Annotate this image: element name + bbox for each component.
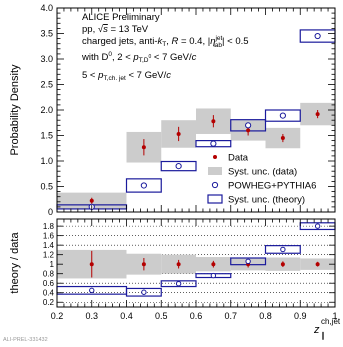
distribution-axes: 0 0.5 1.0 1.5 2.0 2.5 3.0 3.5 4.0 xyxy=(40,3,336,217)
theory-point xyxy=(245,122,252,129)
legend-item-theory: POWHEG+PYTHIA6 xyxy=(211,180,316,191)
y-tick-label: 3.0 xyxy=(40,54,53,64)
ratio-theory-point xyxy=(89,287,95,294)
annotation-alice-preliminary: ALICE Preliminary xyxy=(82,12,160,23)
data-point xyxy=(89,198,94,203)
ratio-theory-point xyxy=(175,280,182,287)
ratio-y-tick-label: 1.8 xyxy=(43,222,55,231)
ratio-data-point xyxy=(211,262,216,267)
ratio-theory-point xyxy=(314,223,321,229)
theory-point xyxy=(279,112,286,119)
legend-item-data-syst: Syst. unc. (data) xyxy=(208,166,297,177)
ratio-theory-point xyxy=(245,258,251,265)
data-systematic-bands xyxy=(57,102,335,209)
annotation-jet-pt-range: 5 < pT,ch. jet < 7 GeV/c xyxy=(82,70,171,82)
legend-label: Data xyxy=(228,152,249,163)
data-point xyxy=(211,119,216,124)
annotation-d0-selection: with D0, 2 < pT,D0 < 7 GeV/c xyxy=(81,51,197,64)
legend-item-data: Data xyxy=(213,152,249,163)
ratio-y-tick-label: 0.4 xyxy=(43,289,55,298)
ratio-y-tick-label: 1.6 xyxy=(43,231,55,240)
theory-point xyxy=(210,140,217,147)
annotation-jet-selection: charged jets, anti-kT, R = 0.4, |ηjet lab… xyxy=(82,35,249,49)
data-point xyxy=(141,145,146,150)
theory-point xyxy=(175,163,182,170)
ratio-data-point xyxy=(280,262,285,267)
ratio-theory-box xyxy=(160,280,197,288)
y-tick-label: 4.0 xyxy=(40,3,53,13)
legend: Data Syst. unc. (data) POWHEG+PYTHIA6 Syst.… xyxy=(207,152,316,205)
legend-label: Syst. unc. (data) xyxy=(228,166,297,177)
data-point xyxy=(315,112,320,117)
y-axis-title-ratio: theory / data xyxy=(9,232,21,294)
data-points xyxy=(89,110,320,204)
x-tick-label: 0.4 xyxy=(120,311,133,321)
ratio-theory-box xyxy=(125,287,162,297)
theory-points xyxy=(88,32,321,210)
x-tick-label: 0.9 xyxy=(294,311,307,321)
ratio-y-tick-label: 1.2 xyxy=(43,250,55,259)
x-axis-title-superscript: ch,jet xyxy=(321,317,341,326)
x-tick-label: 0.8 xyxy=(259,311,272,321)
legend-item-theory-syst: Syst. unc. (theory) xyxy=(207,194,305,205)
ratio-data-point xyxy=(176,262,181,267)
ratio-data-point xyxy=(315,262,320,267)
theory-syst-box xyxy=(125,178,162,193)
ratio-data-point xyxy=(141,262,146,267)
y-tick-label: 1.5 xyxy=(40,131,53,141)
legend-symbol xyxy=(213,155,217,159)
ratio-y-tick-label: 0.2 xyxy=(43,298,55,307)
annotation-collision-system: pp, √s = 13 TeV xyxy=(82,24,149,35)
ratio-y-tick-label: 0.8 xyxy=(43,270,55,279)
x-axis-title-symbol: z xyxy=(313,324,320,336)
legend-symbol xyxy=(211,181,219,189)
x-tick-label: 0.7 xyxy=(224,311,237,321)
data-point xyxy=(176,131,181,136)
legend-symbol xyxy=(208,167,222,175)
x-tick-label: 0.3 xyxy=(85,311,98,321)
y-tick-label: 3.5 xyxy=(40,29,53,39)
y-tick-label: 1.0 xyxy=(40,156,53,166)
data-point xyxy=(246,128,251,133)
x-tick-label: 0.5 xyxy=(155,311,168,321)
ratio-theory-point xyxy=(210,272,217,279)
ratio-y-tick-label: 0.6 xyxy=(43,279,55,288)
ratio-data-point xyxy=(89,262,94,267)
y-tick-label: 2.5 xyxy=(40,80,53,90)
ratio-theory-box xyxy=(264,245,301,254)
data-point xyxy=(280,136,285,141)
ratio-panel: 0.20.40.60.811.21.41.61.80.2 0.3 0.4 0.5 0.6… xyxy=(43,218,338,321)
theory-syst-box xyxy=(264,109,301,122)
y-tick-label: 0 xyxy=(48,207,53,217)
legend-label: POWHEG+PYTHIA6 xyxy=(228,180,316,191)
legend-symbol xyxy=(207,194,223,204)
x-tick-label: 0.2 xyxy=(51,311,64,321)
x-axis-title-subscript: ∥ xyxy=(321,331,325,340)
ratio-theory-points xyxy=(89,223,321,295)
preliminary-id-watermark: ALI-PREL-331432 xyxy=(3,337,48,343)
y-axis-title-distribution: Probability Density xyxy=(9,64,21,156)
theory-point xyxy=(314,32,321,40)
x-tick-label: 0.6 xyxy=(190,311,203,321)
ratio-theory-point xyxy=(141,289,147,295)
distribution-panel: 0 0.5 1.0 1.5 2.0 2.5 3.0 3.5 4.0 ALICE Prelimin… xyxy=(40,3,336,217)
theory-syst-box xyxy=(160,160,197,172)
ratio-axes: 0.20.40.60.811.21.41.61.80.2 0.3 0.4 0.5 0.6… xyxy=(43,218,338,321)
legend-label: Syst. unc. (theory) xyxy=(228,194,305,205)
ratio-y-tick-label: 1 xyxy=(50,260,55,269)
ratio-theory-point xyxy=(280,246,286,253)
x-tick-label: 1 xyxy=(332,311,337,321)
y-tick-label: 0.5 xyxy=(40,182,53,192)
ratio-y-tick-label: 1.4 xyxy=(43,241,55,250)
theory-point xyxy=(140,182,147,189)
y-tick-label: 2.0 xyxy=(40,105,53,115)
x-axis-title: zch,jet ∥ xyxy=(313,317,341,340)
